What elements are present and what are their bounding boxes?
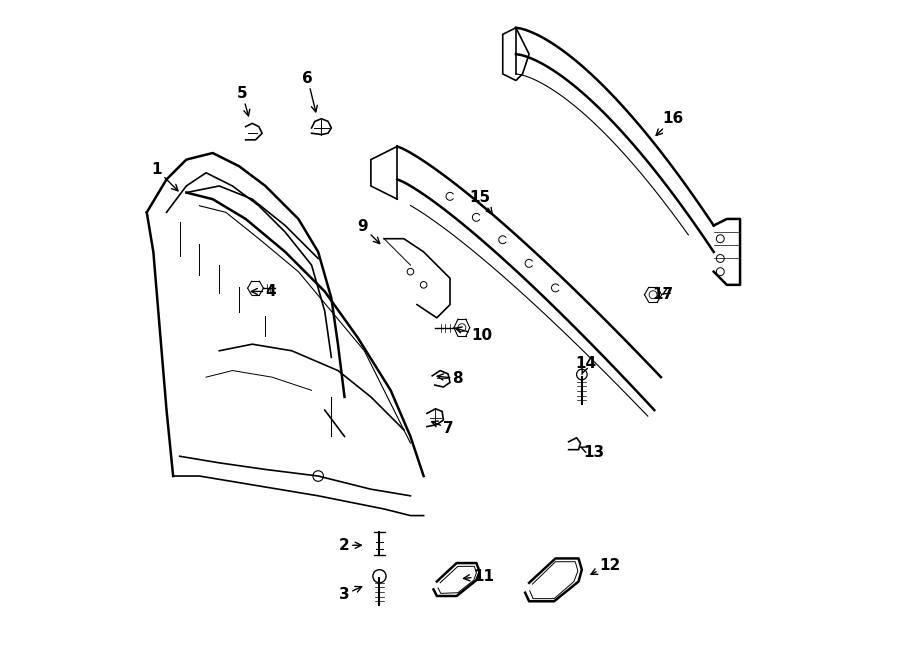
Text: 13: 13 (580, 445, 604, 460)
Text: 12: 12 (591, 557, 620, 575)
Text: 2: 2 (339, 538, 361, 553)
Text: 3: 3 (339, 587, 362, 602)
Text: 14: 14 (575, 356, 597, 374)
Text: 6: 6 (302, 71, 318, 112)
Text: 15: 15 (470, 191, 492, 214)
Text: 9: 9 (357, 219, 380, 244)
Text: 7: 7 (432, 421, 454, 436)
Text: 16: 16 (656, 111, 683, 136)
Text: 11: 11 (464, 569, 495, 584)
Text: 8: 8 (437, 371, 464, 386)
Text: 5: 5 (237, 86, 250, 116)
Text: 10: 10 (455, 327, 492, 343)
Text: 17: 17 (652, 287, 673, 302)
Text: 4: 4 (251, 284, 276, 299)
Text: 1: 1 (151, 162, 178, 191)
